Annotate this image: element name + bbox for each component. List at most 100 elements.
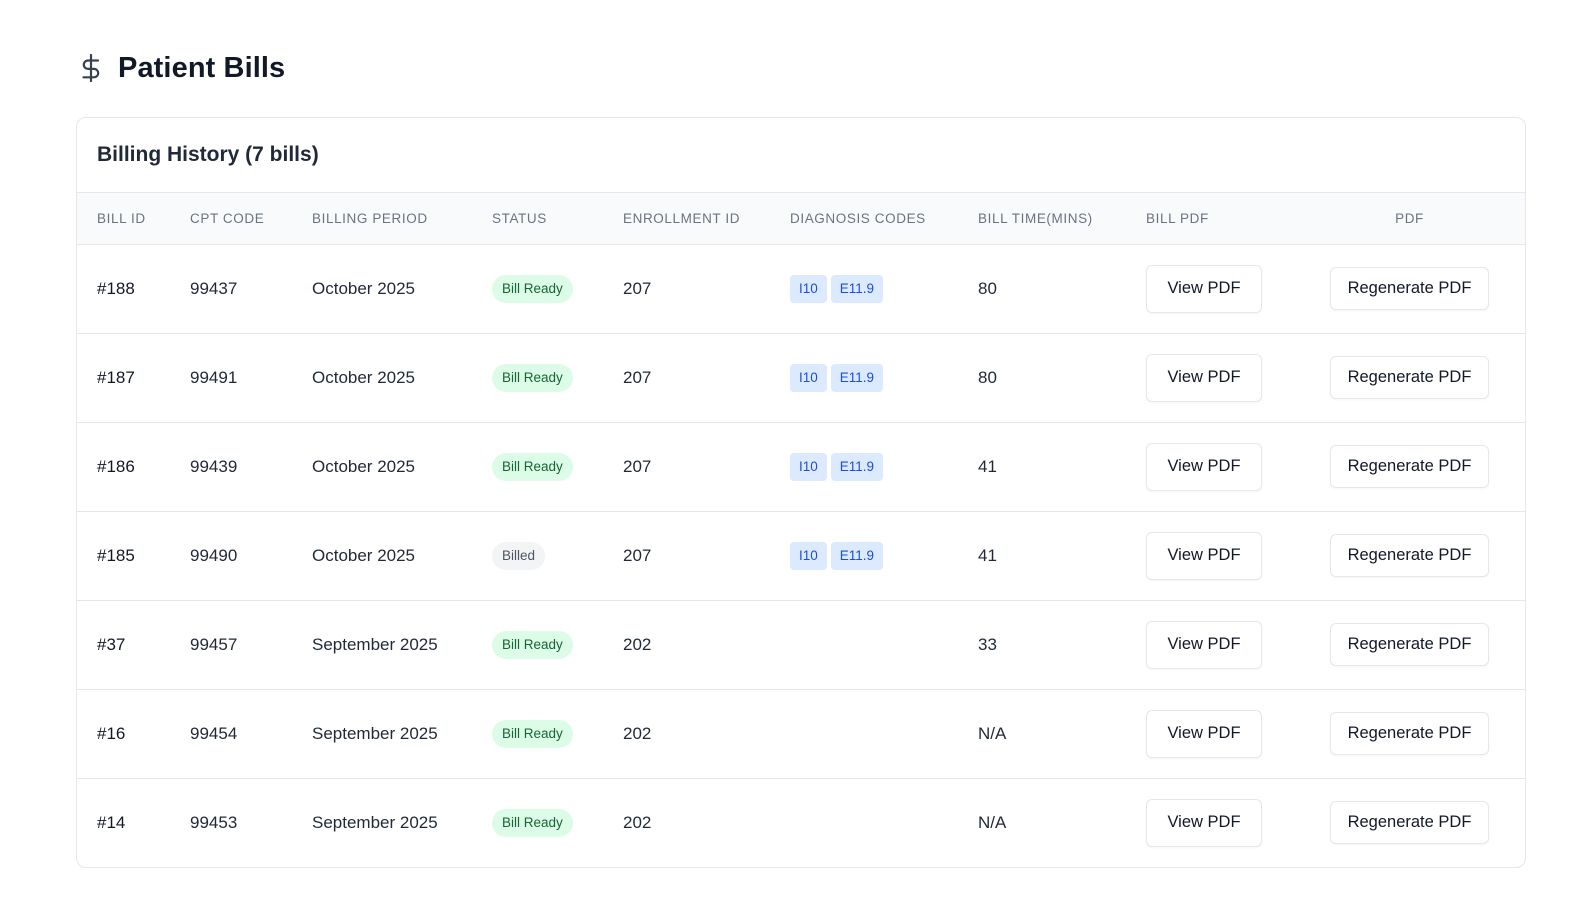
view-pdf-button[interactable]: View PDF — [1146, 353, 1262, 402]
bill-time-cell: 33 — [978, 599, 1146, 689]
enrollment-id-cell: 207 — [623, 278, 652, 298]
enrollment-id-cell: 207 — [623, 421, 790, 511]
status-badge: Bill Ready — [492, 630, 573, 659]
bill-time-cell: 80 — [978, 332, 1146, 422]
view-pdf-button[interactable]: View PDF — [1146, 531, 1262, 580]
regenerate-pdf-button[interactable]: Regenerate PDF — [1330, 356, 1489, 399]
bill-pdf-cell: View PDF — [1146, 244, 1294, 333]
header-bill-time[interactable]: BILL TIME(MINS) — [978, 193, 1146, 245]
cpt-code-cell: 99490 — [190, 510, 312, 600]
diagnosis-code-chip: E11.9 — [830, 274, 884, 303]
table-header-row: BILL ID CPT CODE BILLING PERIOD STATUS E… — [77, 193, 1525, 245]
pdf-cell: Regenerate PDF — [1294, 510, 1525, 600]
bill-time-cell: N/A — [978, 777, 1146, 867]
diagnosis-code-chip: I10 — [790, 363, 827, 392]
bill-pdf-cell: View PDF — [1146, 332, 1294, 422]
bill-pdf-cell: View PDF — [1146, 599, 1294, 689]
pdf-cell: Regenerate PDF — [1294, 421, 1525, 511]
table-row: #187 99491 October 2025 Bill Ready 207 I10 E11… — [77, 332, 1525, 422]
bill-time-cell: 41 — [978, 421, 1146, 511]
view-pdf-button[interactable]: View PDF — [1146, 709, 1262, 758]
page-header: Patient Bills — [78, 48, 285, 88]
billing-period-cell: September 2025 — [312, 599, 492, 689]
diagnosis-codes-cell — [790, 599, 978, 689]
status-badge: Bill Ready — [492, 363, 573, 392]
cpt-code-cell: 99491 — [190, 332, 312, 422]
regenerate-pdf-button[interactable]: Regenerate PDF — [1330, 267, 1489, 310]
view-pdf-button[interactable]: View PDF — [1146, 620, 1262, 669]
billing-period-cell: October 2025 — [312, 332, 492, 422]
pdf-cell: Regenerate PDF — [1294, 332, 1525, 422]
view-pdf-button[interactable]: View PDF — [1146, 798, 1262, 847]
enrollment-id-cell: 207 — [623, 510, 790, 600]
regenerate-pdf-button[interactable]: Regenerate PDF — [1330, 712, 1489, 755]
header-billing-period[interactable]: BILLING PERIOD — [312, 193, 492, 245]
view-pdf-button[interactable]: View PDF — [1146, 264, 1262, 313]
bill-id-cell: #186 — [77, 421, 190, 511]
regenerate-pdf-button[interactable]: Regenerate PDF — [1330, 534, 1489, 577]
regenerate-pdf-button[interactable]: Regenerate PDF — [1330, 623, 1489, 666]
status-cell: Bill Ready — [492, 244, 623, 333]
status-cell: Bill Ready — [492, 777, 623, 867]
card-header: Billing History (7 bills) — [77, 118, 1525, 193]
table-row: #188 99437 October 2025 Bill Ready 207 I10 E11… — [77, 244, 1525, 333]
bill-time-cell: 41 — [978, 510, 1146, 600]
bill-pdf-cell: View PDF — [1146, 421, 1294, 511]
regenerate-pdf-button[interactable]: Regenerate PDF — [1330, 801, 1489, 845]
status-cell: Bill Ready — [492, 332, 623, 422]
bill-pdf-cell: View PDF — [1146, 510, 1294, 600]
bill-id-cell: #188 — [97, 278, 135, 298]
diagnosis-code-chip: E11.9 — [830, 363, 884, 392]
pdf-cell: Regenerate PDF — [1294, 244, 1525, 333]
header-bill-id[interactable]: BILL ID — [77, 193, 190, 245]
pdf-cell: Regenerate PDF — [1294, 688, 1525, 778]
table-row: #37 99457 September 2025 Bill Ready 202 33 Vie… — [77, 599, 1525, 689]
header-enrollment-id[interactable]: ENROLLMENT ID — [623, 193, 790, 245]
enrollment-id-cell: 202 — [623, 599, 790, 689]
cpt-code-cell: 99453 — [190, 777, 312, 867]
header-status[interactable]: STATUS — [492, 193, 623, 245]
table-row: #186 99439 October 2025 Bill Ready 207 I10 E11… — [77, 421, 1525, 511]
bill-time-cell: N/A — [978, 688, 1146, 778]
status-badge: Bill Ready — [492, 808, 573, 837]
view-pdf-button[interactable]: View PDF — [1146, 442, 1262, 491]
billing-table: BILL ID CPT CODE BILLING PERIOD STATUS E… — [77, 193, 1525, 867]
diagnosis-code-chip: E11.9 — [830, 541, 884, 570]
pdf-cell: Regenerate PDF — [1294, 777, 1525, 867]
status-badge: Bill Ready — [492, 274, 573, 303]
bill-pdf-cell: View PDF — [1146, 688, 1294, 778]
bill-time-cell: 80 — [978, 278, 997, 298]
status-cell: Billed — [492, 510, 623, 600]
dollar-icon — [78, 52, 104, 84]
billing-history-card: Billing History (7 bills) BILL ID CPT CO… — [76, 117, 1526, 868]
status-badge: Bill Ready — [492, 719, 573, 748]
bill-pdf-cell: View PDF — [1146, 777, 1294, 867]
header-bill-pdf[interactable]: BILL PDF — [1146, 193, 1294, 245]
table-row: #185 99490 October 2025 Billed 207 I10 E11.9 41… — [77, 510, 1525, 600]
status-cell: Bill Ready — [492, 421, 623, 511]
header-cpt-code[interactable]: CPT CODE — [190, 193, 312, 245]
table-row: #16 99454 September 2025 Bill Ready 202 N/A Vi… — [77, 688, 1525, 778]
header-pdf[interactable]: PDF — [1294, 193, 1525, 245]
enrollment-id-cell: 202 — [623, 688, 790, 778]
bill-id-cell: #37 — [77, 599, 190, 689]
status-badge: Bill Ready — [492, 452, 573, 481]
diagnosis-code-chip: I10 — [790, 541, 827, 570]
billing-period-cell: October 2025 — [312, 278, 416, 298]
header-diagnosis-codes[interactable]: DIAGNOSIS CODES — [790, 193, 978, 245]
status-cell: Bill Ready — [492, 599, 623, 689]
diagnosis-codes-cell: I10 E11.9 — [790, 332, 978, 422]
status-cell: Bill Ready — [492, 688, 623, 778]
diagnosis-codes-cell — [790, 688, 978, 778]
diagnosis-codes-cell: I10 E11.9 — [790, 421, 978, 511]
regenerate-pdf-button[interactable]: Regenerate PDF — [1330, 445, 1489, 488]
table-row: #14 99453 September 2025 Bill Ready 202 N/A Vi… — [77, 777, 1525, 867]
diagnosis-code-chip: E11.9 — [830, 452, 884, 481]
bill-id-cell: #14 — [77, 777, 190, 867]
enrollment-id-cell: 207 — [623, 332, 790, 422]
billing-period-cell: October 2025 — [312, 510, 492, 600]
billing-period-cell: October 2025 — [312, 421, 492, 511]
status-badge: Billed — [492, 541, 546, 570]
cpt-code-cell: 99457 — [190, 599, 312, 689]
table-body: #188 99437 October 2025 Bill Ready 207 I10 E11… — [77, 244, 1525, 867]
